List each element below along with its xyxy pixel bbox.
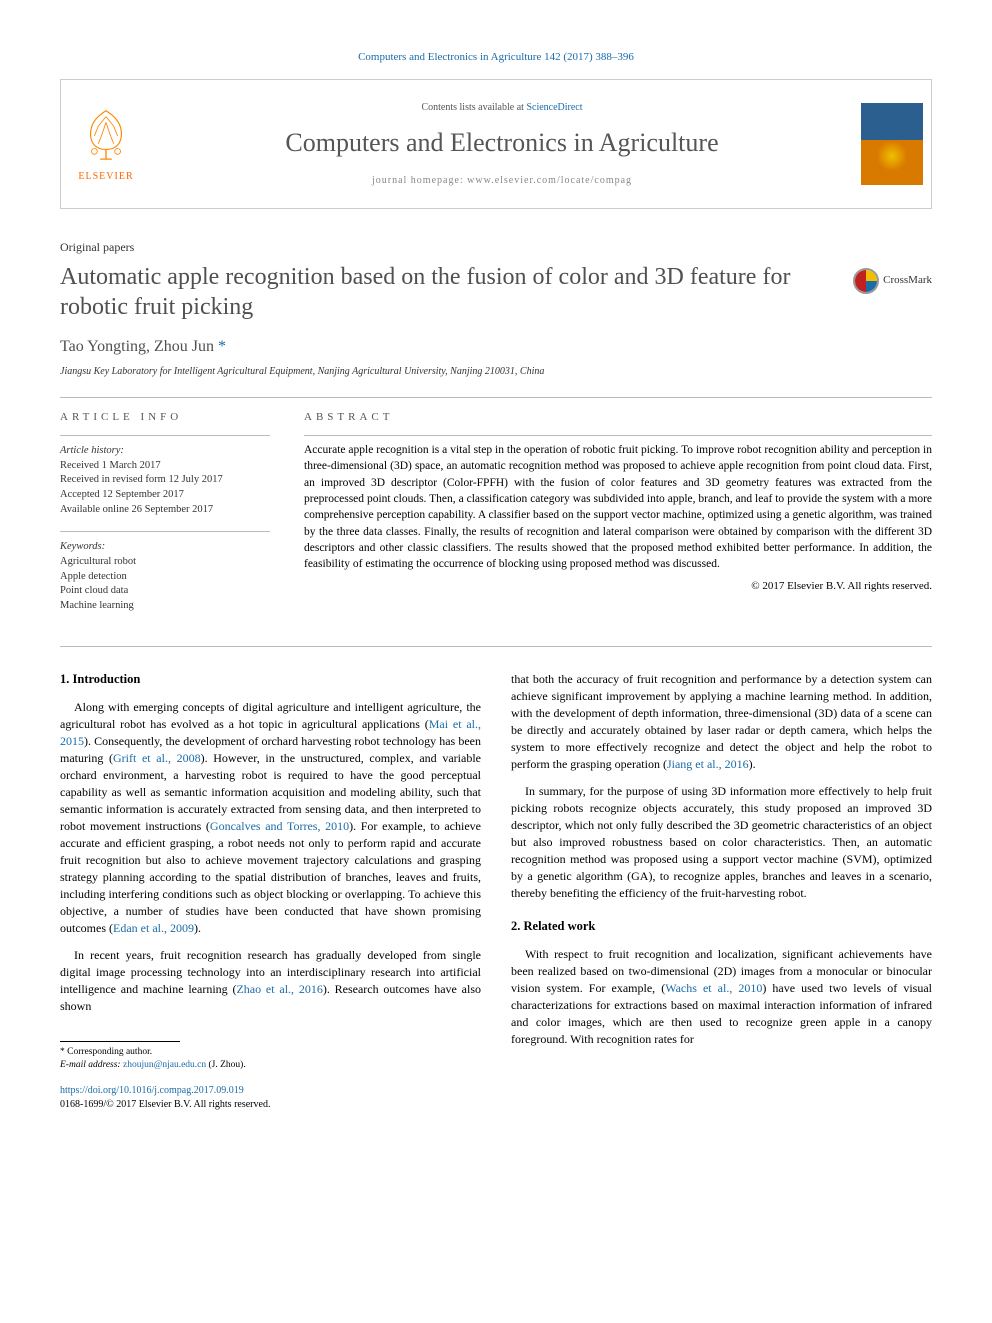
corresponding-symbol: *	[218, 338, 226, 355]
article-type: Original papers	[60, 239, 932, 256]
abstract-text: Accurate apple recognition is a vital st…	[304, 442, 932, 573]
doi-link[interactable]: https://doi.org/10.1016/j.compag.2017.09…	[60, 1085, 244, 1096]
article-title: Automatic apple recognition based on the…	[60, 262, 837, 322]
keyword-3: Machine learning	[60, 599, 270, 614]
author-1: Tao Yongting,	[60, 338, 154, 355]
keyword-1: Apple detection	[60, 570, 270, 585]
sciencedirect-link[interactable]: ScienceDirect	[526, 102, 582, 113]
top-citation: Computers and Electronics in Agriculture…	[60, 50, 932, 65]
article-info-heading: ARTICLE INFO	[60, 410, 270, 425]
body-p-l0: Along with emerging concepts of digital …	[60, 699, 481, 937]
affiliation: Jiangsu Key Laboratory for Intelligent A…	[60, 365, 932, 379]
keywords-subhead: Keywords:	[60, 540, 270, 555]
keywords-block: Keywords: Agricultural robot Apple detec…	[60, 531, 270, 613]
citation-link[interactable]: Grift et al., 2008	[113, 751, 201, 765]
crossmark-icon	[853, 268, 879, 294]
footnotes: * Corresponding author. E-mail address: …	[60, 1046, 481, 1072]
crossmark-label: CrossMark	[883, 273, 932, 288]
authors-line: Tao Yongting, Zhou Jun *	[60, 336, 932, 358]
citation-link[interactable]: Goncalves and Torres, 2010	[210, 819, 349, 833]
footnote-separator	[60, 1041, 180, 1042]
divider-top	[60, 397, 932, 398]
author-2: Zhou Jun	[154, 338, 218, 355]
issn-line: 0168-1699/© 2017 Elsevier B.V. All right…	[60, 1099, 270, 1110]
section-1-heading: 1. Introduction	[60, 671, 481, 689]
contents-prefix: Contents lists available at	[421, 102, 526, 113]
citation-link[interactable]: Mai et al., 2015	[60, 717, 481, 748]
citation-link[interactable]: Wachs et al., 2010	[665, 981, 762, 995]
abstract-copyright: © 2017 Elsevier B.V. All rights reserved…	[304, 579, 932, 594]
journal-header-center: Contents lists available at ScienceDirec…	[151, 80, 853, 208]
homepage-prefix: journal homepage:	[372, 175, 467, 186]
journal-title: Computers and Electronics in Agriculture	[285, 125, 718, 161]
body-p-r0: that both the accuracy of fruit recognit…	[511, 671, 932, 773]
history-line-3: Available online 26 September 2017	[60, 503, 270, 518]
article-info-column: ARTICLE INFO Article history: Received 1…	[60, 410, 270, 628]
body-p-r2: With respect to fruit recognition and lo…	[511, 946, 932, 1048]
citation-link[interactable]: Jiang et al., 2016	[667, 757, 749, 771]
body-left-column: 1. Introduction Along with emerging conc…	[60, 671, 481, 1112]
section-2-heading: 2. Related work	[511, 918, 932, 936]
doi-block: https://doi.org/10.1016/j.compag.2017.09…	[60, 1084, 481, 1112]
abstract-heading: ABSTRACT	[304, 410, 932, 425]
footnote-email-tail: (J. Zhou).	[206, 1060, 246, 1070]
history-line-2: Accepted 12 September 2017	[60, 488, 270, 503]
citation-link[interactable]: Zhao et al., 2016	[236, 982, 322, 996]
crossmark-badge[interactable]: CrossMark	[853, 268, 932, 294]
contents-lists-line: Contents lists available at ScienceDirec…	[421, 101, 582, 115]
info-abstract-row: ARTICLE INFO Article history: Received 1…	[60, 410, 932, 628]
abstract-column: ABSTRACT Accurate apple recognition is a…	[304, 410, 932, 628]
history-line-1: Received in revised form 12 July 2017	[60, 473, 270, 488]
footnote-email-line: E-mail address: zhoujun@njau.edu.cn (J. …	[60, 1059, 481, 1072]
journal-cover-thumb[interactable]	[853, 80, 931, 208]
citation-link[interactable]: Edan et al., 2009	[113, 921, 194, 935]
divider-bottom	[60, 646, 932, 647]
body-p-r1: In summary, for the purpose of using 3D …	[511, 783, 932, 902]
title-row: Automatic apple recognition based on the…	[60, 262, 932, 322]
body-columns: 1. Introduction Along with emerging conc…	[60, 671, 932, 1112]
body-p-l1: In recent years, fruit recognition resea…	[60, 947, 481, 1015]
abstract-block: Accurate apple recognition is a vital st…	[304, 435, 932, 594]
page-root: Computers and Electronics in Agriculture…	[0, 0, 992, 1152]
history-line-0: Received 1 March 2017	[60, 459, 270, 474]
publisher-logo-cell: ELSEVIER	[61, 80, 151, 208]
article-history-block: Article history: Received 1 March 2017 R…	[60, 435, 270, 517]
footnote-corresponding: * Corresponding author.	[60, 1046, 481, 1059]
keyword-2: Point cloud data	[60, 584, 270, 599]
footnote-email-label: E-mail address:	[60, 1060, 123, 1070]
journal-homepage: journal homepage: www.elsevier.com/locat…	[372, 174, 632, 188]
body-right-column: that both the accuracy of fruit recognit…	[511, 671, 932, 1112]
elsevier-logo[interactable]: ELSEVIER	[77, 105, 135, 184]
publisher-name: ELSEVIER	[77, 170, 135, 184]
elsevier-tree-icon	[77, 105, 135, 163]
keyword-0: Agricultural robot	[60, 555, 270, 570]
footnote-email-link[interactable]: zhoujun@njau.edu.cn	[123, 1060, 206, 1070]
history-subhead: Article history:	[60, 444, 270, 459]
cover-image-icon	[861, 103, 923, 185]
homepage-url[interactable]: www.elsevier.com/locate/compag	[467, 175, 632, 186]
journal-header: ELSEVIER Contents lists available at Sci…	[60, 79, 932, 209]
